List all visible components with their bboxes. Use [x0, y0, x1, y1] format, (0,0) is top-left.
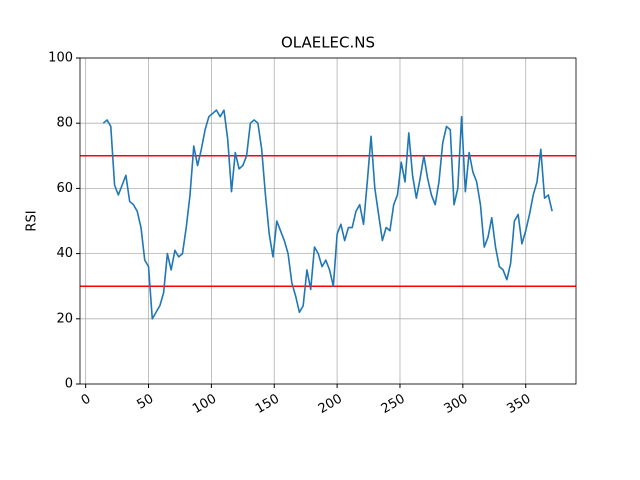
plot-frame: [79, 57, 577, 385]
y-tick-label: 60: [56, 181, 73, 196]
x-tick-label: 100: [190, 392, 219, 417]
y-tick-label: 80: [56, 116, 73, 131]
y-tick-label: 40: [56, 246, 73, 261]
y-tick-label: 20: [56, 311, 73, 326]
x-tick-label: 300: [442, 392, 471, 417]
x-tick-label: 250: [379, 392, 408, 417]
x-tick-label: 200: [316, 392, 345, 417]
x-tick-label: 150: [253, 392, 282, 417]
chart-title: OLAELEC.NS: [281, 34, 375, 52]
x-tick-label: 50: [134, 392, 156, 413]
y-tick-label: 100: [48, 51, 73, 66]
x-tick-label: 0: [79, 392, 94, 409]
rsi-line: [102, 109, 553, 320]
y-axis-label: RSI: [25, 210, 40, 231]
x-tick-label: 350: [504, 392, 533, 417]
y-tick-label: 0: [65, 377, 73, 392]
